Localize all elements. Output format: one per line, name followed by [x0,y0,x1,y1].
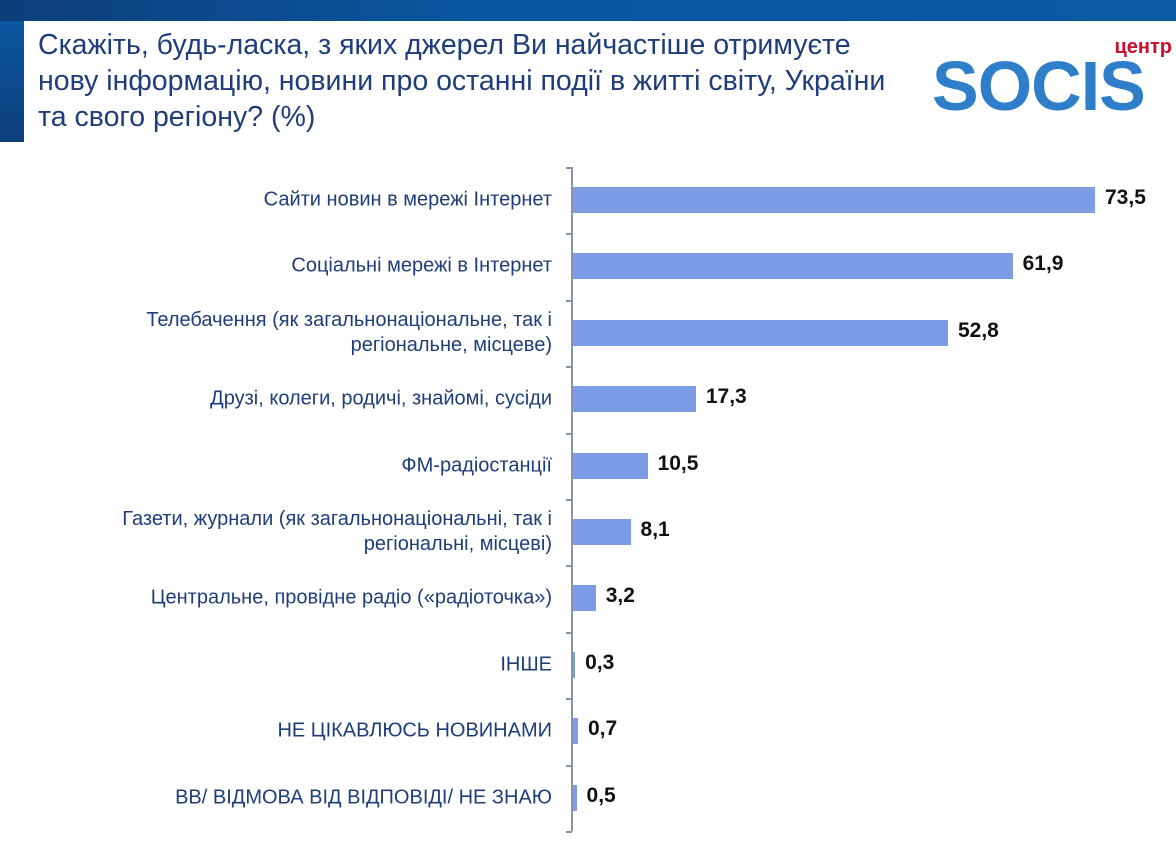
bar-row: Друзі, колеги, родичі, знайомі, сусіди 17… [0,366,1176,432]
bar [573,319,948,346]
axis-tick [566,299,572,302]
chart-title: Скажіть, будь-ласка, з яких джерел Ви на… [38,29,886,133]
value-label: 17,3 [705,385,747,409]
value-label: 3,2 [605,584,635,608]
y-axis-line [571,167,573,831]
category-label: ВВ/ ВІДМОВА ВІД ВІДПОВІДІ/ НЕ ЗНАЮ [175,786,552,809]
category-label: ІНШЕ [500,653,552,676]
axis-tick [566,631,572,634]
axis-tick [566,565,572,568]
value-label: 73,5 [1105,186,1146,209]
value-label: 52,8 [957,318,999,342]
category-label: Сайти новин в мережі Інтернет [263,188,552,211]
category-label: Соціальні мережі в Інтернет [291,254,552,277]
bar-row: Газети, журнали (як загальнонаціональні,… [0,499,1176,565]
bar-row: Соціальні мережі в Інтернет 61,9 [0,233,1176,299]
axis-tick [566,764,572,767]
axis-tick [566,432,572,435]
bar-row: НЕ ЦІКАВЛЮСЬ НОВИНАМИ 0,7 [0,698,1176,764]
bar [573,386,696,413]
left-accent-bar [0,21,24,142]
value-label: 0,5 [586,783,616,807]
bar-row: Телебачення (як загальнонаціональне, так… [0,300,1176,366]
socis-logo: центр SOCIS [928,36,1176,124]
bar-row: Сайти новин в мережі Інтернет 73,5 [0,167,1176,233]
bar-row: Центральне, провідне радіо («радіоточка»… [0,565,1176,631]
bar [573,253,1013,280]
bar [573,651,576,678]
logo-socis-text: SOCIS [932,47,1146,125]
axis-tick [566,698,572,701]
value-label: 61,9 [1022,252,1064,276]
category-label: ФМ-радіостанції [401,454,552,477]
axis-tick [566,499,572,501]
axis-tick [566,167,572,169]
value-label: 0,7 [587,717,618,741]
category-label: Газети, журнали (як загальнонаціональні,… [122,508,552,555]
logo-centr-text: центр [1114,36,1172,58]
bar [573,585,596,612]
value-label: 10,5 [657,451,699,475]
category-label: Телебачення (як загальнонаціональне, так… [146,308,552,356]
value-label: 0,3 [585,650,615,674]
bar-row: ІНШЕ 0,3 [0,632,1176,698]
category-label: Друзі, колеги, родичі, знайомі, сусіди [210,387,552,410]
category-label: Центральне, провідне радіо («радіоточка»… [150,586,552,609]
bar [573,519,631,545]
bar [573,784,577,811]
value-label: 8,1 [640,518,670,541]
header-band [0,0,1176,21]
axis-tick [566,831,572,833]
category-label: НЕ ЦІКАВЛЮСЬ НОВИНАМИ [277,719,552,742]
axis-tick [566,366,572,369]
bar [573,452,648,479]
bar-row: ФМ-радіостанції 10,5 [0,433,1176,499]
bar [573,187,1095,213]
bar [573,718,578,745]
axis-tick [566,233,572,236]
bar-row: ВВ/ ВІДМОВА ВІД ВІДПОВІДІ/ НЕ ЗНАЮ 0,5 [0,765,1176,831]
